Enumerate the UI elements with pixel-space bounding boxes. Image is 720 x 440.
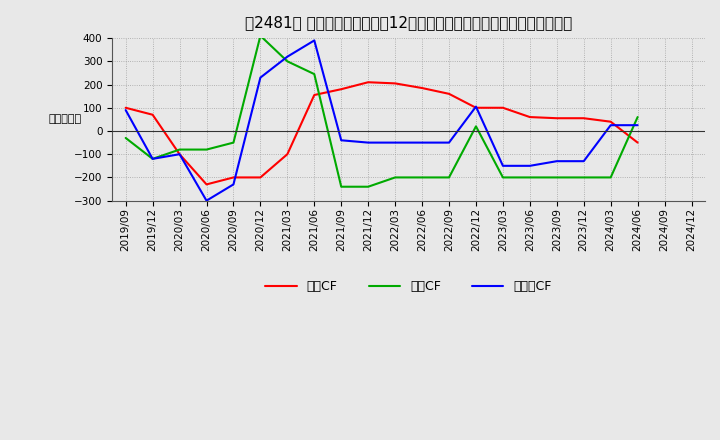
Line: 営業CF: 営業CF xyxy=(126,82,638,184)
フリーCF xyxy=(526,163,534,169)
フリーCF xyxy=(175,151,184,157)
営業CF xyxy=(445,91,454,96)
フリーCF xyxy=(418,140,426,145)
フリーCF xyxy=(580,158,588,164)
投資CF xyxy=(391,175,400,180)
営業CF xyxy=(418,85,426,91)
フリーCF xyxy=(122,107,130,113)
営業CF xyxy=(148,112,157,117)
フリーCF xyxy=(364,140,372,145)
投資CF xyxy=(229,140,238,145)
フリーCF xyxy=(391,140,400,145)
投資CF xyxy=(498,175,507,180)
投資CF xyxy=(364,184,372,189)
フリーCF xyxy=(148,156,157,161)
フリーCF xyxy=(606,123,615,128)
フリーCF xyxy=(552,158,561,164)
フリーCF xyxy=(256,75,265,80)
営業CF xyxy=(552,116,561,121)
営業CF xyxy=(229,175,238,180)
営業CF xyxy=(580,116,588,121)
フリーCF xyxy=(337,138,346,143)
Y-axis label: （百万円）: （百万円） xyxy=(48,114,81,125)
営業CF xyxy=(472,105,480,110)
投資CF xyxy=(445,175,454,180)
フリーCF xyxy=(472,104,480,109)
Line: フリーCF: フリーCF xyxy=(126,40,638,201)
投資CF xyxy=(122,136,130,141)
営業CF xyxy=(256,175,265,180)
Legend: 営業CF, 投資CF, フリーCF: 営業CF, 投資CF, フリーCF xyxy=(261,275,557,298)
フリーCF xyxy=(283,54,292,59)
投資CF xyxy=(606,175,615,180)
営業CF xyxy=(498,105,507,110)
営業CF xyxy=(310,92,319,98)
投資CF xyxy=(552,175,561,180)
営業CF xyxy=(202,182,211,187)
投資CF xyxy=(175,147,184,152)
営業CF xyxy=(634,140,642,145)
投資CF xyxy=(472,124,480,129)
投資CF xyxy=(283,59,292,64)
フリーCF xyxy=(229,182,238,187)
投資CF xyxy=(580,175,588,180)
Line: 投資CF: 投資CF xyxy=(126,36,638,187)
営業CF xyxy=(391,81,400,86)
投資CF xyxy=(418,175,426,180)
営業CF xyxy=(526,114,534,120)
投資CF xyxy=(526,175,534,180)
営業CF xyxy=(337,87,346,92)
投資CF xyxy=(337,184,346,189)
営業CF xyxy=(364,80,372,85)
フリーCF xyxy=(310,38,319,43)
フリーCF xyxy=(445,140,454,145)
営業CF xyxy=(283,151,292,157)
営業CF xyxy=(175,151,184,157)
投資CF xyxy=(202,147,211,152)
営業CF xyxy=(122,105,130,110)
投資CF xyxy=(148,156,157,161)
投資CF xyxy=(634,114,642,120)
フリーCF xyxy=(202,198,211,203)
Title: 【2481】 キャッシュフローの12か月移動合計の対前年同期増減額の推移: 【2481】 キャッシュフローの12か月移動合計の対前年同期増減額の推移 xyxy=(245,15,572,30)
投資CF xyxy=(310,71,319,77)
フリーCF xyxy=(634,123,642,128)
フリーCF xyxy=(498,163,507,169)
営業CF xyxy=(606,119,615,125)
投資CF xyxy=(256,33,265,38)
